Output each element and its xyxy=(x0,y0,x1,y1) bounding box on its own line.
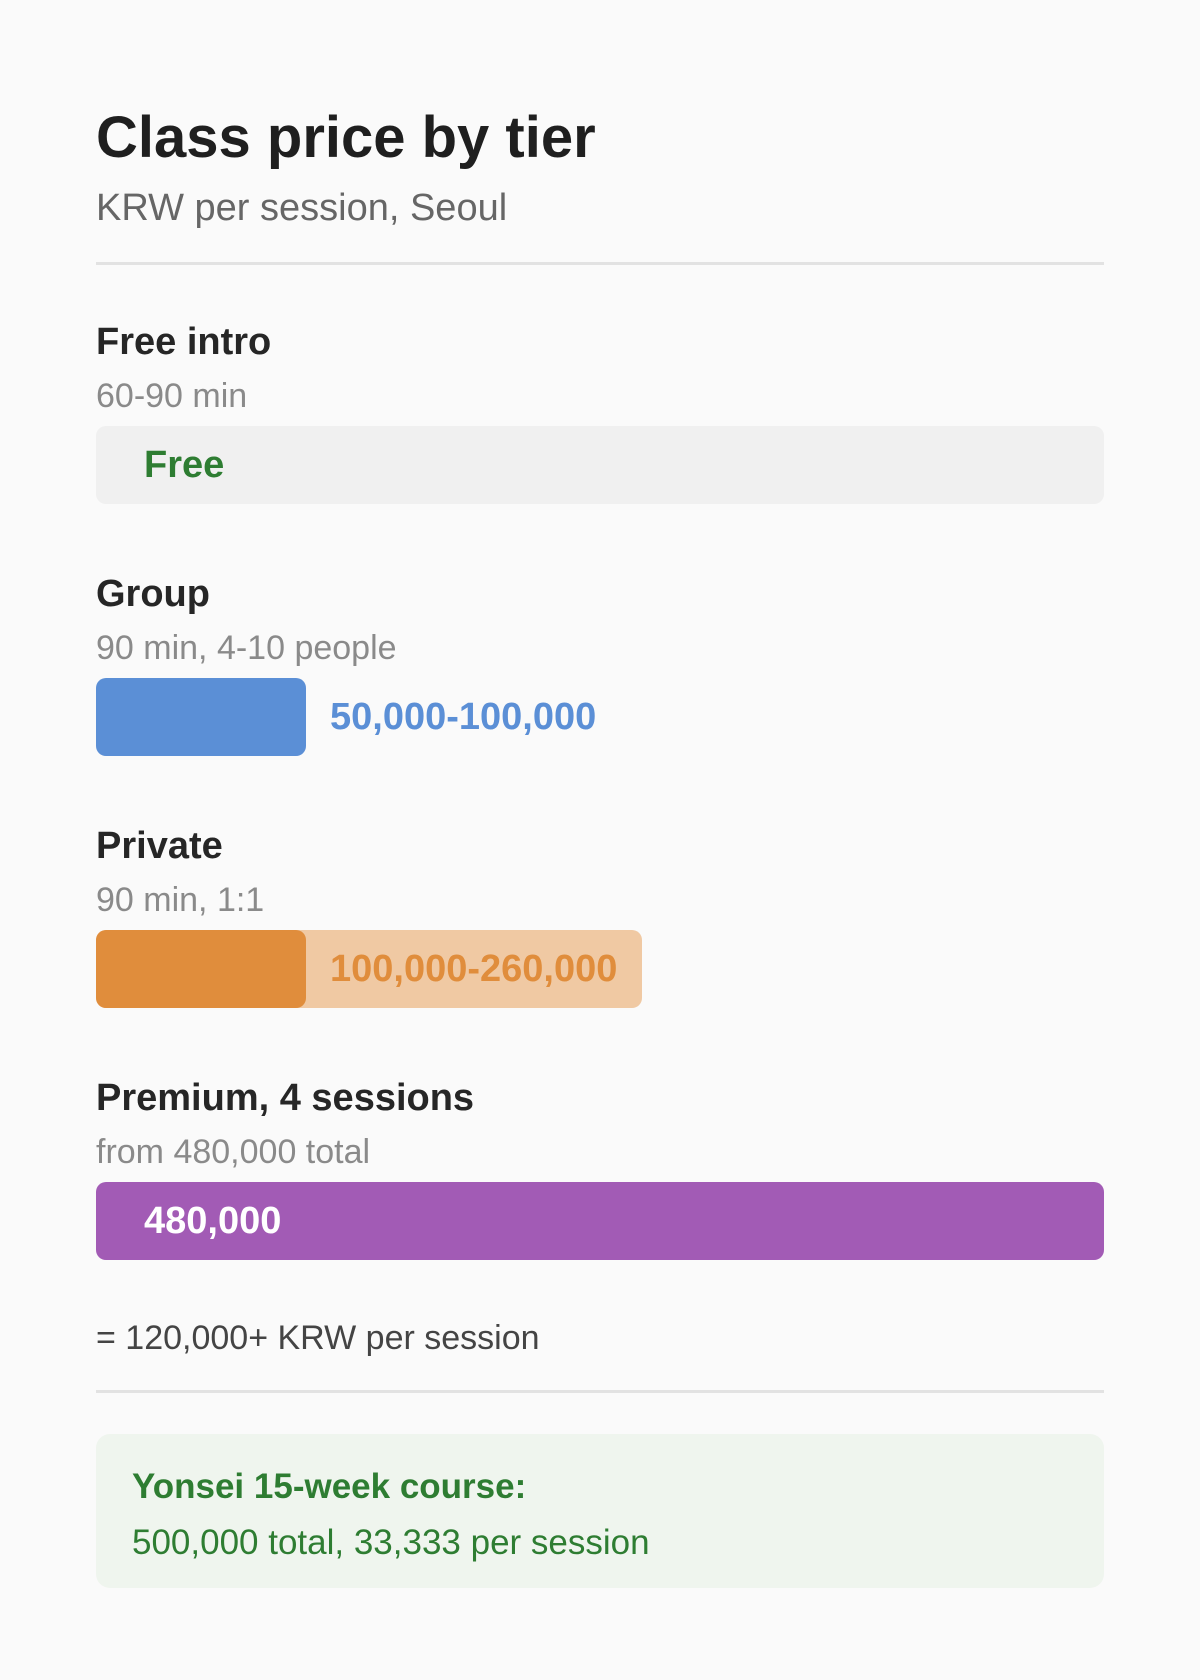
tier-description: 60-90 min xyxy=(96,377,248,415)
tier-value-label: 100,000-260,000 xyxy=(330,948,618,990)
tier-bar xyxy=(96,1182,1104,1260)
tier-description: 90 min, 4-10 people xyxy=(96,629,397,667)
tier-name: Private xyxy=(96,825,223,867)
tier-description: from 480,000 total xyxy=(96,1133,371,1171)
chart-title: Class price by tier xyxy=(96,105,596,170)
tier-bar-track xyxy=(96,426,1104,504)
comparison-callout: Yonsei 15-week course: 500,000 total, 33… xyxy=(96,1434,1104,1588)
tier-name: Premium, 4 sessions xyxy=(96,1077,475,1119)
tier-name: Group xyxy=(96,573,210,615)
tier-bar xyxy=(96,678,306,756)
tier-description: 90 min, 1:1 xyxy=(96,881,265,919)
chart-subtitle: KRW per session, Seoul xyxy=(96,187,508,229)
callout-body: 500,000 total, 33,333 per session xyxy=(132,1523,650,1562)
tier-bar xyxy=(96,930,306,1008)
per-session-note: = 120,000+ KRW per session xyxy=(96,1319,540,1357)
footer-divider xyxy=(96,1390,1104,1393)
callout-title: Yonsei 15-week course: xyxy=(132,1467,527,1506)
tier-name: Free intro xyxy=(96,321,272,363)
tier-value-label: Free xyxy=(144,444,225,486)
header-divider xyxy=(96,262,1104,265)
tier-value-label: 480,000 xyxy=(144,1200,282,1242)
tier-value-label: 50,000-100,000 xyxy=(330,696,597,738)
